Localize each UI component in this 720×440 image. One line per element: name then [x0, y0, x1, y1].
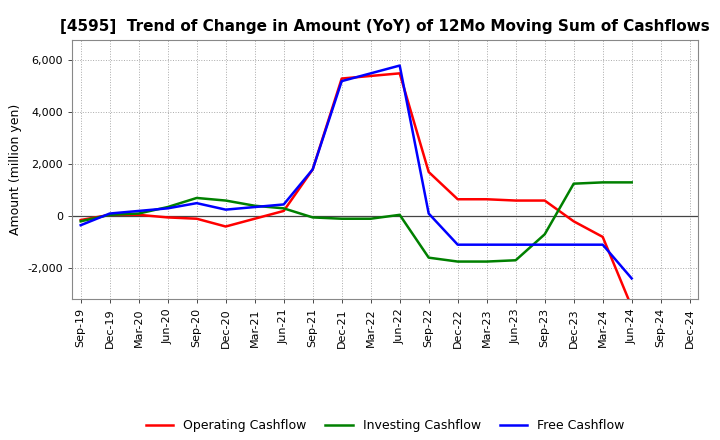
Investing Cashflow: [424, 255, 433, 260]
Investing Cashflow: [76, 219, 85, 224]
Operating Cashflow: [511, 198, 520, 203]
Investing Cashflow: [279, 205, 288, 211]
Operating Cashflow: [454, 197, 462, 202]
Operating Cashflow: [424, 169, 433, 175]
Free Cashflow: [511, 242, 520, 247]
Operating Cashflow: [105, 212, 114, 217]
Free Cashflow: [395, 63, 404, 68]
Title: [4595]  Trend of Change in Amount (YoY) of 12Mo Moving Sum of Cashflows: [4595] Trend of Change in Amount (YoY) o…: [60, 19, 710, 34]
Free Cashflow: [308, 167, 317, 172]
Operating Cashflow: [279, 208, 288, 213]
Investing Cashflow: [454, 259, 462, 264]
Operating Cashflow: [192, 216, 201, 221]
Investing Cashflow: [105, 212, 114, 217]
Free Cashflow: [251, 205, 259, 210]
Free Cashflow: [482, 242, 491, 247]
Free Cashflow: [76, 223, 85, 228]
Operating Cashflow: [541, 198, 549, 203]
Free Cashflow: [541, 242, 549, 247]
Free Cashflow: [366, 71, 375, 76]
Free Cashflow: [192, 201, 201, 206]
Y-axis label: Amount (million yen): Amount (million yen): [9, 104, 22, 235]
Investing Cashflow: [221, 198, 230, 203]
Line: Operating Cashflow: Operating Cashflow: [81, 73, 661, 325]
Line: Free Cashflow: Free Cashflow: [81, 66, 631, 279]
Investing Cashflow: [395, 212, 404, 217]
Free Cashflow: [338, 78, 346, 84]
Free Cashflow: [598, 242, 607, 247]
Operating Cashflow: [338, 76, 346, 81]
Operating Cashflow: [570, 219, 578, 224]
Operating Cashflow: [221, 224, 230, 229]
Investing Cashflow: [251, 203, 259, 209]
Free Cashflow: [163, 205, 172, 211]
Operating Cashflow: [482, 197, 491, 202]
Legend: Operating Cashflow, Investing Cashflow, Free Cashflow: Operating Cashflow, Investing Cashflow, …: [141, 414, 629, 437]
Line: Investing Cashflow: Investing Cashflow: [81, 182, 631, 261]
Investing Cashflow: [163, 205, 172, 210]
Free Cashflow: [454, 242, 462, 247]
Investing Cashflow: [366, 216, 375, 221]
Operating Cashflow: [395, 71, 404, 76]
Investing Cashflow: [541, 231, 549, 237]
Operating Cashflow: [308, 167, 317, 172]
Operating Cashflow: [598, 234, 607, 239]
Operating Cashflow: [135, 212, 143, 217]
Operating Cashflow: [657, 323, 665, 328]
Investing Cashflow: [570, 181, 578, 186]
Operating Cashflow: [163, 215, 172, 220]
Free Cashflow: [105, 211, 114, 216]
Investing Cashflow: [308, 215, 317, 220]
Free Cashflow: [135, 208, 143, 213]
Free Cashflow: [221, 207, 230, 212]
Investing Cashflow: [192, 195, 201, 201]
Free Cashflow: [627, 276, 636, 281]
Free Cashflow: [424, 211, 433, 216]
Investing Cashflow: [598, 180, 607, 185]
Investing Cashflow: [338, 216, 346, 221]
Investing Cashflow: [135, 211, 143, 216]
Investing Cashflow: [627, 180, 636, 185]
Operating Cashflow: [251, 216, 259, 221]
Operating Cashflow: [366, 73, 375, 79]
Free Cashflow: [570, 242, 578, 247]
Free Cashflow: [279, 202, 288, 207]
Investing Cashflow: [511, 258, 520, 263]
Operating Cashflow: [627, 304, 636, 310]
Investing Cashflow: [482, 259, 491, 264]
Operating Cashflow: [76, 217, 85, 223]
